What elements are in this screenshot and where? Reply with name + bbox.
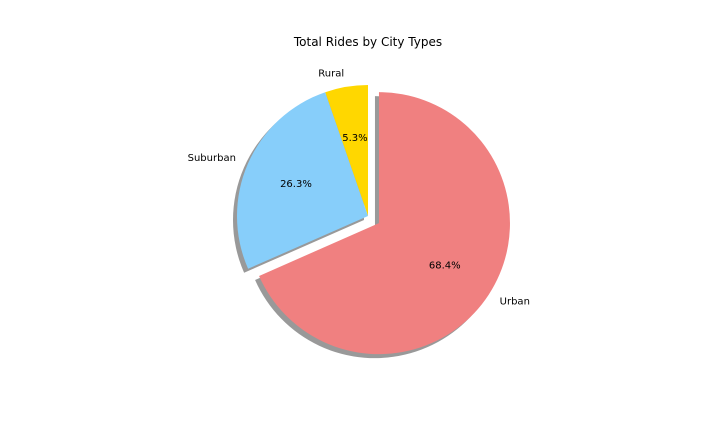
pie-slice-urban [259,92,510,355]
slice-label-rural: Rural [318,68,344,79]
percent-label-rural: 5.3% [342,133,367,144]
pie-slice-suburban [236,92,368,269]
slice-label-suburban: Suburban [188,153,236,164]
pie-labels: Rural 5.3% Suburban 26.3% Urban 68.4% [188,68,530,307]
chart-title: Total Rides by City Types [293,35,442,49]
pie-slices [236,85,510,355]
percent-label-suburban: 26.3% [280,179,312,190]
percent-label-urban: 68.4% [429,261,461,272]
slice-label-urban: Urban [500,296,530,307]
pie-slice-rural [325,85,368,216]
